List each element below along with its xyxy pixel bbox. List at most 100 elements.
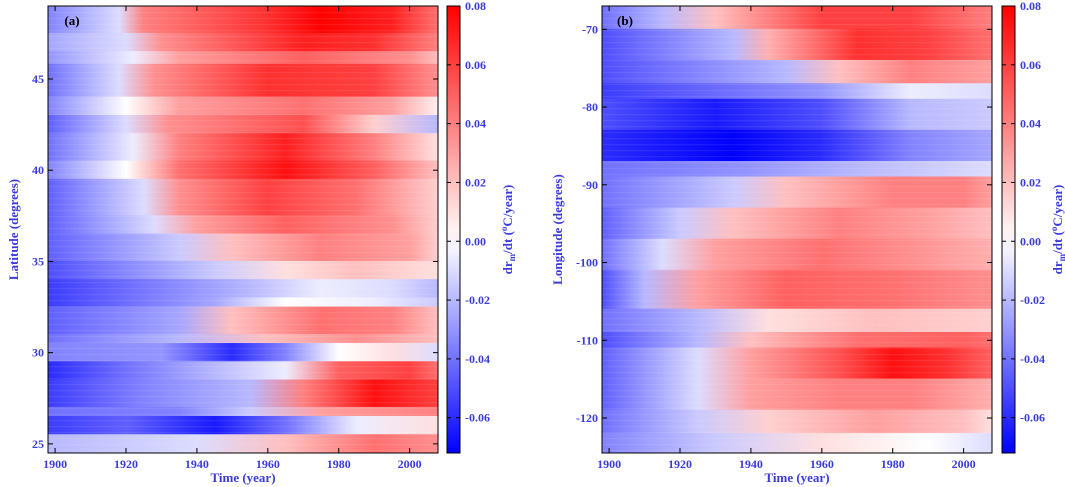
heatmap-streak bbox=[48, 360, 438, 362]
heatmap-streak bbox=[602, 246, 992, 248]
heatmap-band bbox=[48, 133, 438, 162]
heatmap-band bbox=[48, 63, 438, 98]
heatmap-streak bbox=[602, 318, 992, 320]
y-tick-label: 40 bbox=[32, 163, 44, 177]
heatmap-streak bbox=[48, 438, 438, 440]
heatmap-streak bbox=[48, 258, 438, 260]
heatmap-streak bbox=[602, 414, 992, 416]
heatmap-streak bbox=[48, 228, 438, 230]
heatmap-streak bbox=[602, 138, 992, 140]
heatmap-streak bbox=[602, 162, 992, 164]
colorbar-tick-label: -0.06 bbox=[465, 411, 490, 425]
heatmap-streak bbox=[602, 120, 992, 122]
y-tick-label: 35 bbox=[32, 254, 44, 268]
heatmap-streak bbox=[48, 60, 438, 62]
colorbar-tick-label: -0.04 bbox=[1020, 352, 1045, 366]
colorbar-tick-label: 0.02 bbox=[1020, 175, 1041, 189]
heatmap-streak bbox=[48, 402, 438, 404]
heatmap-streak bbox=[48, 294, 438, 296]
y-tick-label: -90 bbox=[582, 178, 598, 192]
heatmap-band bbox=[602, 129, 992, 162]
heatmap-streak bbox=[602, 132, 992, 134]
heatmap-streak bbox=[48, 24, 438, 26]
y-axis-title: Longitude (degrees) bbox=[550, 174, 565, 285]
heatmap-streak bbox=[48, 126, 438, 128]
heatmap-cells bbox=[48, 6, 438, 453]
heatmap-streak bbox=[48, 12, 438, 14]
heatmap-streak bbox=[602, 156, 992, 158]
heatmap-streak bbox=[602, 234, 992, 236]
heatmap-streak bbox=[602, 72, 992, 74]
heatmap-band bbox=[602, 98, 992, 131]
heatmap-streak bbox=[602, 12, 992, 14]
heatmap-streak bbox=[602, 186, 992, 188]
heatmap-streak bbox=[48, 330, 438, 332]
heatmap-streak bbox=[602, 216, 992, 218]
heatmap-streak bbox=[602, 168, 992, 170]
heatmap-streak bbox=[48, 390, 438, 392]
panel-label: (b) bbox=[617, 13, 633, 28]
x-axis-title: Time (year) bbox=[210, 470, 275, 485]
heatmap-streak bbox=[602, 330, 992, 332]
heatmap-streak bbox=[602, 180, 992, 182]
heatmap-streak bbox=[602, 378, 992, 380]
heatmap-streak bbox=[602, 222, 992, 224]
heatmap-cells bbox=[602, 6, 992, 453]
colorbar-gradient bbox=[1001, 5, 1016, 454]
x-tick-label: 1960 bbox=[256, 457, 280, 471]
heatmap-streak bbox=[602, 114, 992, 116]
heatmap-streak bbox=[602, 150, 992, 152]
heatmap-streak bbox=[48, 282, 438, 284]
heatmap-streak bbox=[602, 288, 992, 290]
heatmap-streak bbox=[48, 96, 438, 98]
heatmap-streak bbox=[602, 396, 992, 398]
heatmap-streak bbox=[602, 450, 992, 452]
heatmap-band bbox=[48, 361, 438, 381]
heatmap-streak bbox=[602, 144, 992, 146]
heatmap-streak bbox=[48, 84, 438, 86]
heatmap-streak bbox=[48, 48, 438, 50]
heatmap-band bbox=[602, 269, 992, 310]
heatmap-streak bbox=[602, 198, 992, 200]
heatmap-streak bbox=[48, 246, 438, 248]
plot-frame bbox=[47, 5, 439, 454]
heatmap-streak bbox=[602, 366, 992, 368]
y-tick-label: -70 bbox=[582, 22, 598, 36]
heatmap-streak bbox=[602, 372, 992, 374]
heatmap-band bbox=[48, 260, 438, 281]
heatmap-streak bbox=[48, 42, 438, 44]
heatmap-streak bbox=[602, 354, 992, 356]
heatmap-streak bbox=[48, 144, 438, 146]
colorbar-tick-label: -0.06 bbox=[1020, 411, 1045, 425]
heatmap-band bbox=[602, 433, 992, 453]
colorbar: -0.06 -0.04 -0.02 0.00 0.02 0.04 0.06 0.08 drm/d… bbox=[1001, 0, 1065, 454]
heatmap-streak bbox=[602, 300, 992, 302]
colorbar-tick-label: -0.02 bbox=[1020, 293, 1045, 307]
heatmap-streak bbox=[48, 6, 438, 8]
heatmap-streak bbox=[602, 36, 992, 38]
heatmap-streak bbox=[602, 426, 992, 428]
heatmap-band bbox=[48, 96, 438, 116]
x-tick-label: 1900 bbox=[597, 457, 621, 471]
heatmap-streak bbox=[48, 30, 438, 32]
heatmap-streak bbox=[602, 348, 992, 350]
heatmap-streak bbox=[602, 258, 992, 260]
heatmap-streak bbox=[48, 138, 438, 140]
heatmap-streak bbox=[602, 108, 992, 110]
heatmap-streak bbox=[48, 150, 438, 152]
heatmap-streak bbox=[48, 78, 438, 80]
colorbar-tick-label: 0.00 bbox=[1020, 234, 1041, 248]
heatmap-streak bbox=[48, 36, 438, 38]
heatmap-streak bbox=[48, 444, 438, 446]
colorbar-tick-label: 0.02 bbox=[465, 175, 486, 189]
heatmap-streak bbox=[48, 378, 438, 380]
heatmap-band bbox=[48, 279, 438, 299]
heatmap-band bbox=[48, 416, 438, 436]
heatmap-streak bbox=[602, 60, 992, 62]
heatmap-streak bbox=[48, 174, 438, 176]
heatmap-band bbox=[602, 238, 992, 271]
heatmap-streak bbox=[48, 318, 438, 320]
heatmap-streak bbox=[48, 180, 438, 182]
heatmap-streak bbox=[602, 252, 992, 254]
heatmap-band bbox=[602, 409, 992, 435]
